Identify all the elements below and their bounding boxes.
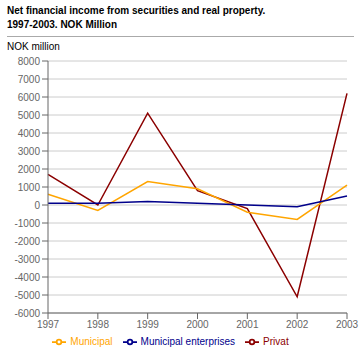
html-text:1997-2003. NOK Million: 1997-2003. NOK Million: [7, 19, 117, 30]
svg-text:5000: 5000: [18, 110, 41, 121]
svg-text:1000: 1000: [18, 182, 41, 193]
svg-text:1998: 1998: [87, 319, 110, 330]
svg-text:2000: 2000: [186, 319, 209, 330]
svg-text:-4000: -4000: [14, 272, 40, 283]
svg-text:4000: 4000: [18, 128, 41, 139]
svg-text:0: 0: [34, 200, 40, 211]
svg-text:-3000: -3000: [14, 254, 40, 265]
html-text:Municipal: Municipal: [70, 335, 113, 347]
svg-text:2002: 2002: [286, 319, 309, 330]
svg-text:2001: 2001: [236, 319, 259, 330]
svg-text:-5000: -5000: [14, 290, 40, 301]
svg-text:7000: 7000: [18, 74, 41, 85]
svg-text:6000: 6000: [18, 92, 41, 103]
svg-text:3000: 3000: [18, 146, 41, 157]
svg-text:1997: 1997: [37, 319, 60, 330]
svg-text:-2000: -2000: [14, 236, 40, 247]
html-text:Net financial income from secu: Net financial income from securities and…: [7, 5, 266, 16]
html-text:Municipal enterprises: Municipal enterprises: [140, 335, 236, 347]
html-text:Privat: Privat: [263, 335, 289, 347]
svg-text:-6000: -6000: [14, 308, 40, 319]
svg-text:2003: 2003: [336, 319, 353, 330]
html-text:NOK million: NOK million: [7, 41, 60, 52]
svg-text:8000: 8000: [18, 56, 41, 67]
svg-text:2000: 2000: [18, 164, 41, 175]
svg-text:1999: 1999: [137, 319, 160, 330]
svg-text:-1000: -1000: [14, 218, 40, 229]
